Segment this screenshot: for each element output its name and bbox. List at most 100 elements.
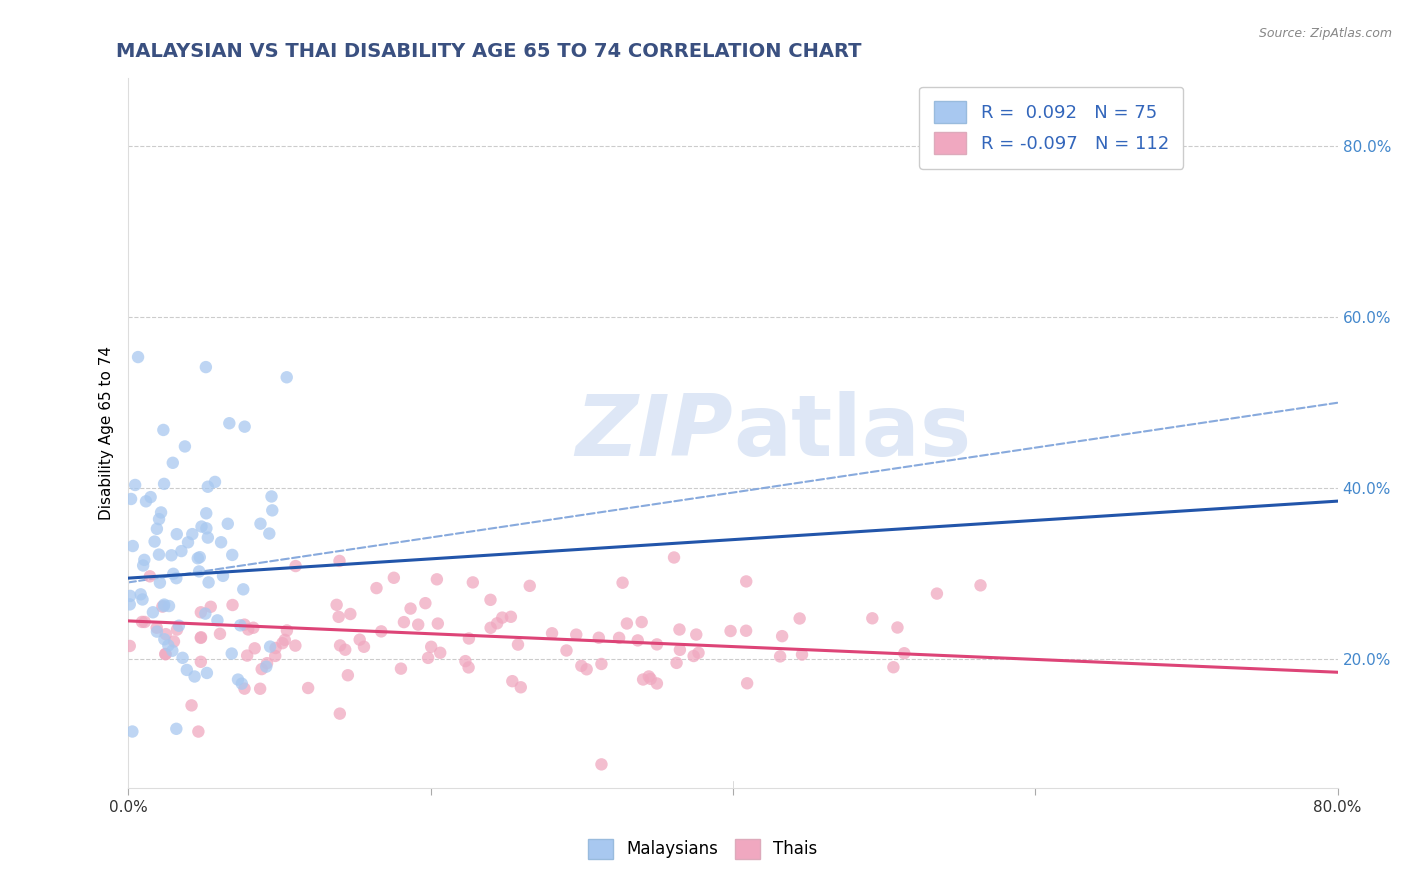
Point [149,575,172,590]
Point [121,724,143,739]
Point [217,516,239,531]
Point [209,535,232,549]
Point [389,662,412,676]
Point [631,673,654,687]
Point [148,512,170,526]
Point [212,569,235,583]
Point [190,630,212,644]
Point [509,680,531,694]
Point [167,618,190,632]
Text: atlas: atlas [733,392,972,475]
Point [127,350,149,364]
Point [501,674,523,689]
Point [264,640,287,655]
Point [174,439,197,453]
Point [170,544,193,558]
Point [139,490,162,504]
Point [249,681,271,696]
Point [461,575,484,590]
Point [190,605,212,619]
Point [588,631,610,645]
Point [153,598,176,612]
Point [665,656,688,670]
Point [276,624,298,638]
Point [555,643,578,657]
Point [118,598,141,612]
Point [221,647,243,661]
Point [233,681,256,696]
Point [328,610,350,624]
Point [325,598,347,612]
Point [187,724,209,739]
Point [893,646,915,660]
Point [124,478,146,492]
Point [479,592,502,607]
Point [790,648,813,662]
Point [860,611,883,625]
Point [197,480,219,494]
Point [232,582,254,597]
Point [166,527,188,541]
Point [882,660,904,674]
Point [231,676,253,690]
Point [139,569,162,583]
Point [607,631,630,645]
Point [250,662,273,676]
Point [612,575,634,590]
Point [195,665,218,680]
Point [188,565,211,579]
Point [499,609,522,624]
Point [190,655,212,669]
Point [271,636,294,650]
Point [420,640,443,654]
Point [204,475,226,489]
Point [382,571,405,585]
Point [630,615,652,629]
Point [208,627,231,641]
Legend: Malaysians, Thais: Malaysians, Thais [582,832,824,866]
Point [135,494,157,508]
Point [262,503,284,517]
Point [353,640,375,654]
Point [454,654,477,668]
Point [134,553,156,567]
Point [688,646,710,660]
Point [150,505,173,519]
Point [157,639,180,653]
Point [486,616,509,631]
Point [260,490,283,504]
Point [392,615,415,629]
Point [735,624,758,638]
Point [591,657,613,671]
Point [197,531,219,545]
Point [541,626,564,640]
Point [162,644,184,658]
Point [233,419,256,434]
Point [152,423,174,437]
Point [645,637,668,651]
Point [163,634,186,648]
Point [366,581,388,595]
Point [284,639,307,653]
Point [426,572,449,586]
Text: Source: ZipAtlas.com: Source: ZipAtlas.com [1258,27,1392,40]
Point [187,551,209,566]
Point [370,624,392,639]
Point [157,599,180,613]
Point [195,506,218,520]
Point [491,610,513,624]
Point [188,550,211,565]
Point [276,370,298,384]
Point [229,618,252,632]
Point [197,575,219,590]
Point [925,586,948,600]
Legend: R =  0.092   N = 75, R = -0.097   N = 112: R = 0.092 N = 75, R = -0.097 N = 112 [920,87,1184,169]
Point [668,623,690,637]
Point [176,663,198,677]
Point [134,615,156,629]
Point [575,662,598,676]
Point [200,599,222,614]
Point [238,623,260,637]
Point [429,646,451,660]
Point [181,527,204,541]
